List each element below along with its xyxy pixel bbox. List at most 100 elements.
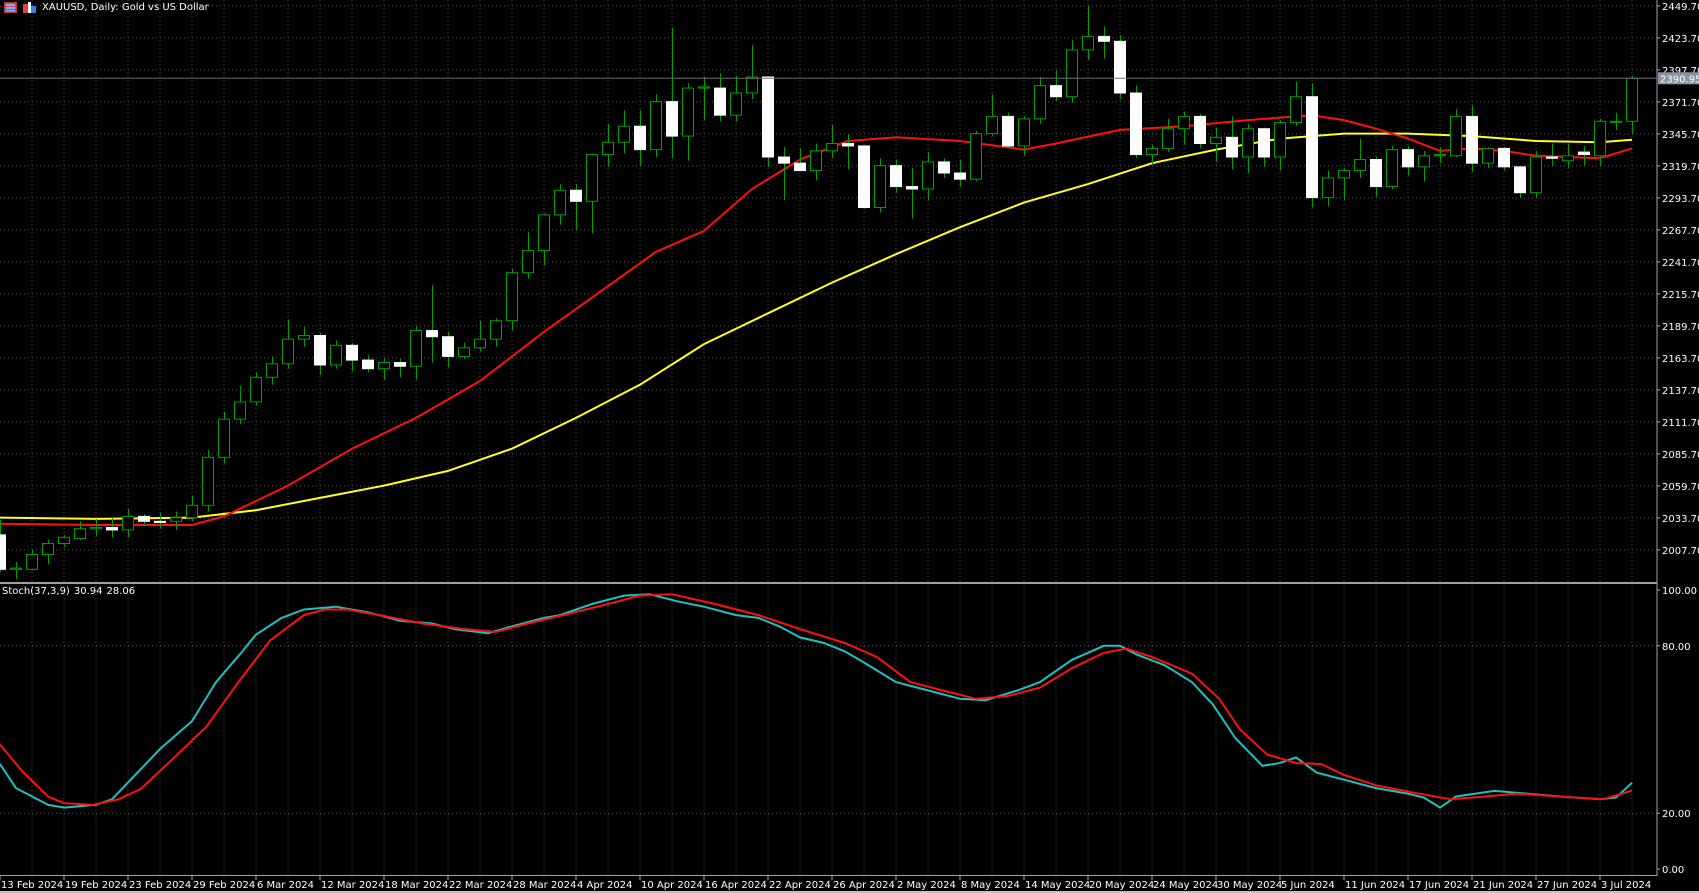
candle-bearish	[954, 159, 966, 187]
candle-bullish	[1386, 145, 1398, 190]
candle-bullish	[298, 326, 310, 347]
candle-body	[106, 526, 118, 531]
candle-bearish	[634, 110, 646, 166]
candle-body	[938, 161, 950, 174]
candle-body	[762, 76, 774, 158]
candle-body	[1242, 128, 1254, 158]
candle-body	[10, 567, 22, 570]
candle-bullish	[1242, 123, 1254, 174]
candle-body	[1306, 96, 1318, 199]
candle-body	[330, 344, 342, 366]
candle-body	[650, 101, 662, 151]
candle-bullish	[1450, 109, 1462, 158]
price-axis-label: 2189.70	[1662, 322, 1699, 333]
candle-bullish	[26, 549, 38, 571]
candle-body	[0, 534, 6, 570]
candle-bullish	[730, 75, 742, 122]
stochastic-signal-line	[0, 593, 1633, 806]
candle-bullish	[746, 45, 758, 100]
price-axis-label: 2397.70	[1662, 66, 1699, 77]
date-axis-label: 8 May 2024	[961, 880, 1020, 891]
candle-body	[250, 376, 262, 403]
candle-bullish	[1530, 150, 1542, 198]
candle-bullish	[554, 184, 566, 225]
date-axis-label: 26 Apr 2024	[833, 880, 895, 891]
candle-bearish	[1114, 35, 1126, 100]
candle-bullish	[506, 269, 518, 331]
candle-body	[1482, 147, 1494, 164]
candle-body	[74, 528, 86, 540]
candle-bullish	[650, 94, 662, 158]
candle-body	[1594, 120, 1606, 157]
price-axis-label: 2059.70	[1662, 482, 1699, 493]
candle-bearish	[154, 512, 166, 529]
candle-bullish	[490, 318, 502, 347]
candle-bearish	[1226, 116, 1238, 170]
candle-body	[218, 418, 230, 458]
date-axis-label: 10 Apr 2024	[641, 880, 703, 891]
candle-body	[698, 86, 710, 89]
price-axis-label: 2111.70	[1662, 418, 1699, 429]
candle-body	[890, 165, 902, 188]
candle-body	[1114, 40, 1126, 94]
bottom-border	[0, 891, 1699, 893]
candle-bullish	[330, 340, 342, 369]
candle-body	[1546, 156, 1558, 159]
candle-bullish	[1066, 40, 1078, 103]
chart-window-icon[interactable]	[4, 2, 17, 13]
candle-body	[986, 115, 998, 135]
candle-body	[714, 87, 726, 116]
candle-body	[1130, 92, 1142, 156]
candle-bullish	[202, 449, 214, 512]
candle-bullish	[74, 521, 86, 540]
candle-body	[186, 504, 198, 519]
candle-body	[410, 330, 422, 367]
candle-bullish	[474, 320, 486, 352]
candle-bearish	[394, 358, 406, 378]
candle-body	[1418, 155, 1430, 168]
candle-body	[1066, 49, 1078, 98]
candle-body	[1322, 177, 1334, 199]
candle-bullish	[1178, 111, 1190, 145]
candle-body	[1530, 156, 1542, 194]
stoch-axis-label: 80.00	[1662, 642, 1691, 653]
candle-body	[970, 133, 982, 180]
candle-body	[138, 515, 150, 522]
candle-bearish	[426, 285, 438, 363]
candle-body	[442, 336, 454, 357]
candle-bullish	[1434, 147, 1446, 164]
date-axis-label: 20 May 2024	[1089, 880, 1154, 891]
candle-bearish	[442, 331, 454, 368]
candle-bullish	[458, 342, 470, 359]
candle-body	[1354, 158, 1366, 172]
candle-bullish	[1354, 138, 1366, 178]
candle-body	[1514, 166, 1526, 194]
date-axis-label: 24 May 2024	[1153, 880, 1218, 891]
candle-bearish	[1130, 85, 1142, 159]
date-axis-label: 17 Jun 2024	[1409, 880, 1469, 891]
candle-bullish	[970, 131, 982, 182]
candle-bearish	[762, 75, 774, 167]
candle-bullish	[10, 561, 22, 580]
candle-body	[1290, 96, 1302, 124]
candle-body	[746, 76, 758, 94]
candle-body	[298, 334, 310, 340]
symbol-icon[interactable]	[23, 2, 36, 13]
candle-bearish	[106, 517, 118, 538]
candle-bullish	[170, 511, 182, 530]
candle-body	[346, 344, 358, 361]
candle-bullish	[1322, 170, 1334, 207]
candle-body	[1034, 85, 1046, 120]
candle-body	[378, 362, 390, 370]
moving-average-slow-line	[0, 132, 1633, 520]
stochastic-legend: Stoch(37,3,9) 30.94 28.06	[2, 586, 139, 597]
stoch-axis-label: 0.00	[1662, 865, 1684, 876]
candle-bullish	[282, 319, 294, 369]
candle-bullish	[234, 385, 246, 425]
candle-body	[778, 156, 790, 164]
candle-body	[570, 189, 582, 202]
candle-bullish	[42, 539, 54, 565]
chart-title-bar: XAUUSD, Daily: Gold vs US Dollar	[4, 2, 209, 13]
